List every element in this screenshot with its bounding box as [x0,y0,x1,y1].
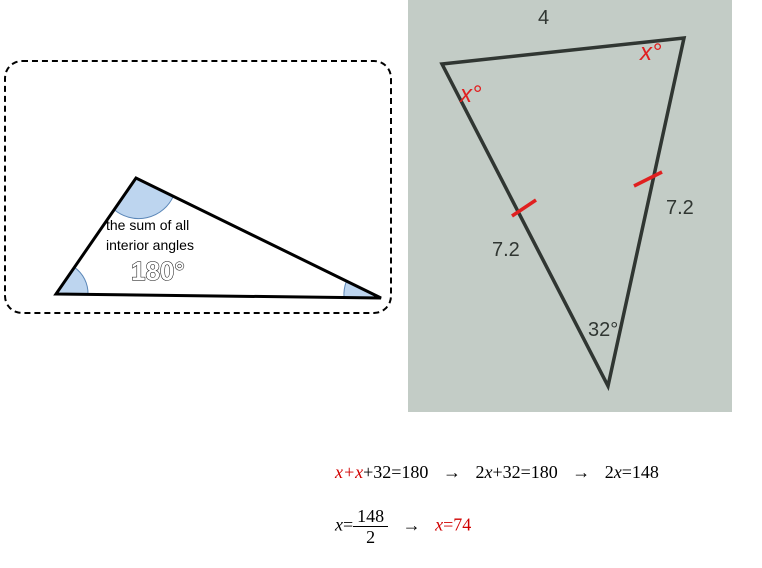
problem-panel: 4 x° x° 7.2 7.2 32° [408,0,732,412]
math-line-1: x+x+32=180 → 2x+32=180 → 2x=148 [335,462,755,483]
problem-diagram: 4 x° x° 7.2 7.2 32° [408,0,732,412]
text-line-2: interior angles [106,237,194,253]
eq3-rest: =148 [622,462,659,482]
text-line-1: the sum of all [106,217,189,233]
triangle-outline [56,178,381,298]
eq4-fraction: 148 2 [353,507,388,546]
math-working: x+x+32=180 → 2x+32=180 → 2x=148 x= 148 2… [335,462,755,546]
eq4-var: x [335,515,343,535]
interior-angles-diagram: the sum of all interior angles 180° [6,62,394,316]
label-top-side: 4 [538,7,549,29]
label-right-angle: x° [639,39,662,66]
eq1-lhs-red: x+x [335,462,363,482]
eq5-var: x [435,515,443,535]
label-left-angle: x° [459,81,482,108]
label-bottom-angle: 32° [588,319,618,341]
arrow-1: → [443,462,461,483]
eq4-numerator: 148 [353,507,388,527]
eq3-var: x [614,462,622,482]
eq3-coef: 2 [605,462,614,482]
arrow-2: → [572,462,590,483]
eq4-eq: = [343,515,353,535]
label-left-side: 7.2 [492,239,520,261]
tick-right-side [634,172,662,186]
text-180: 180° [131,256,185,286]
label-right-side: 7.2 [666,197,694,219]
arrow-3: → [403,515,421,536]
eq4-denominator: 2 [353,527,388,546]
interior-angles-panel: the sum of all interior angles 180° [4,60,392,314]
eq1-lhs-rest: +32=180 [363,462,428,482]
eq5-rest: =74 [443,515,471,535]
math-line-2: x= 148 2 → x=74 [335,507,755,546]
eq2-rest: +32=180 [492,462,557,482]
